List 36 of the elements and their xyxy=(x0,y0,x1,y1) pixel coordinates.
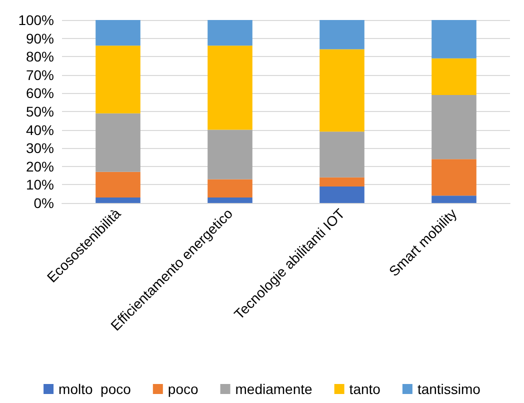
y-tick-label: 20% xyxy=(26,158,54,174)
bar xyxy=(96,46,140,114)
y-tick-label: 80% xyxy=(26,48,54,65)
bar xyxy=(96,198,140,203)
bar xyxy=(432,58,476,96)
bar xyxy=(208,46,252,130)
y-tick-label: 70% xyxy=(26,66,54,83)
bar xyxy=(432,95,476,160)
bar xyxy=(320,49,364,132)
legend-label: tanto xyxy=(349,381,381,397)
y-tick-label: 50% xyxy=(26,104,54,120)
bar xyxy=(96,113,140,172)
bar xyxy=(432,20,476,58)
bar xyxy=(208,198,252,203)
bar xyxy=(208,20,252,46)
legend-label: mediamente xyxy=(235,381,313,397)
y-tick-label: 30% xyxy=(26,140,54,156)
bar xyxy=(320,186,364,203)
bar xyxy=(320,177,364,187)
bar xyxy=(432,196,476,203)
legend-label: molto poco xyxy=(58,381,132,397)
bar xyxy=(208,179,252,198)
legend-label: poco xyxy=(168,381,198,397)
y-tick-label: 100% xyxy=(18,12,54,28)
y-tick-label: 90% xyxy=(26,30,54,46)
bar xyxy=(208,130,252,180)
bar xyxy=(96,20,140,46)
bar xyxy=(320,132,364,178)
y-tick-label: 60% xyxy=(26,85,54,102)
y-tick-label: 10% xyxy=(26,176,54,193)
legend-label: tantissimo xyxy=(417,381,481,397)
y-tick-label: 40% xyxy=(26,122,54,138)
bar xyxy=(432,159,476,196)
y-tick-label: 0% xyxy=(34,195,54,211)
bar xyxy=(96,172,140,198)
bar xyxy=(320,20,364,50)
